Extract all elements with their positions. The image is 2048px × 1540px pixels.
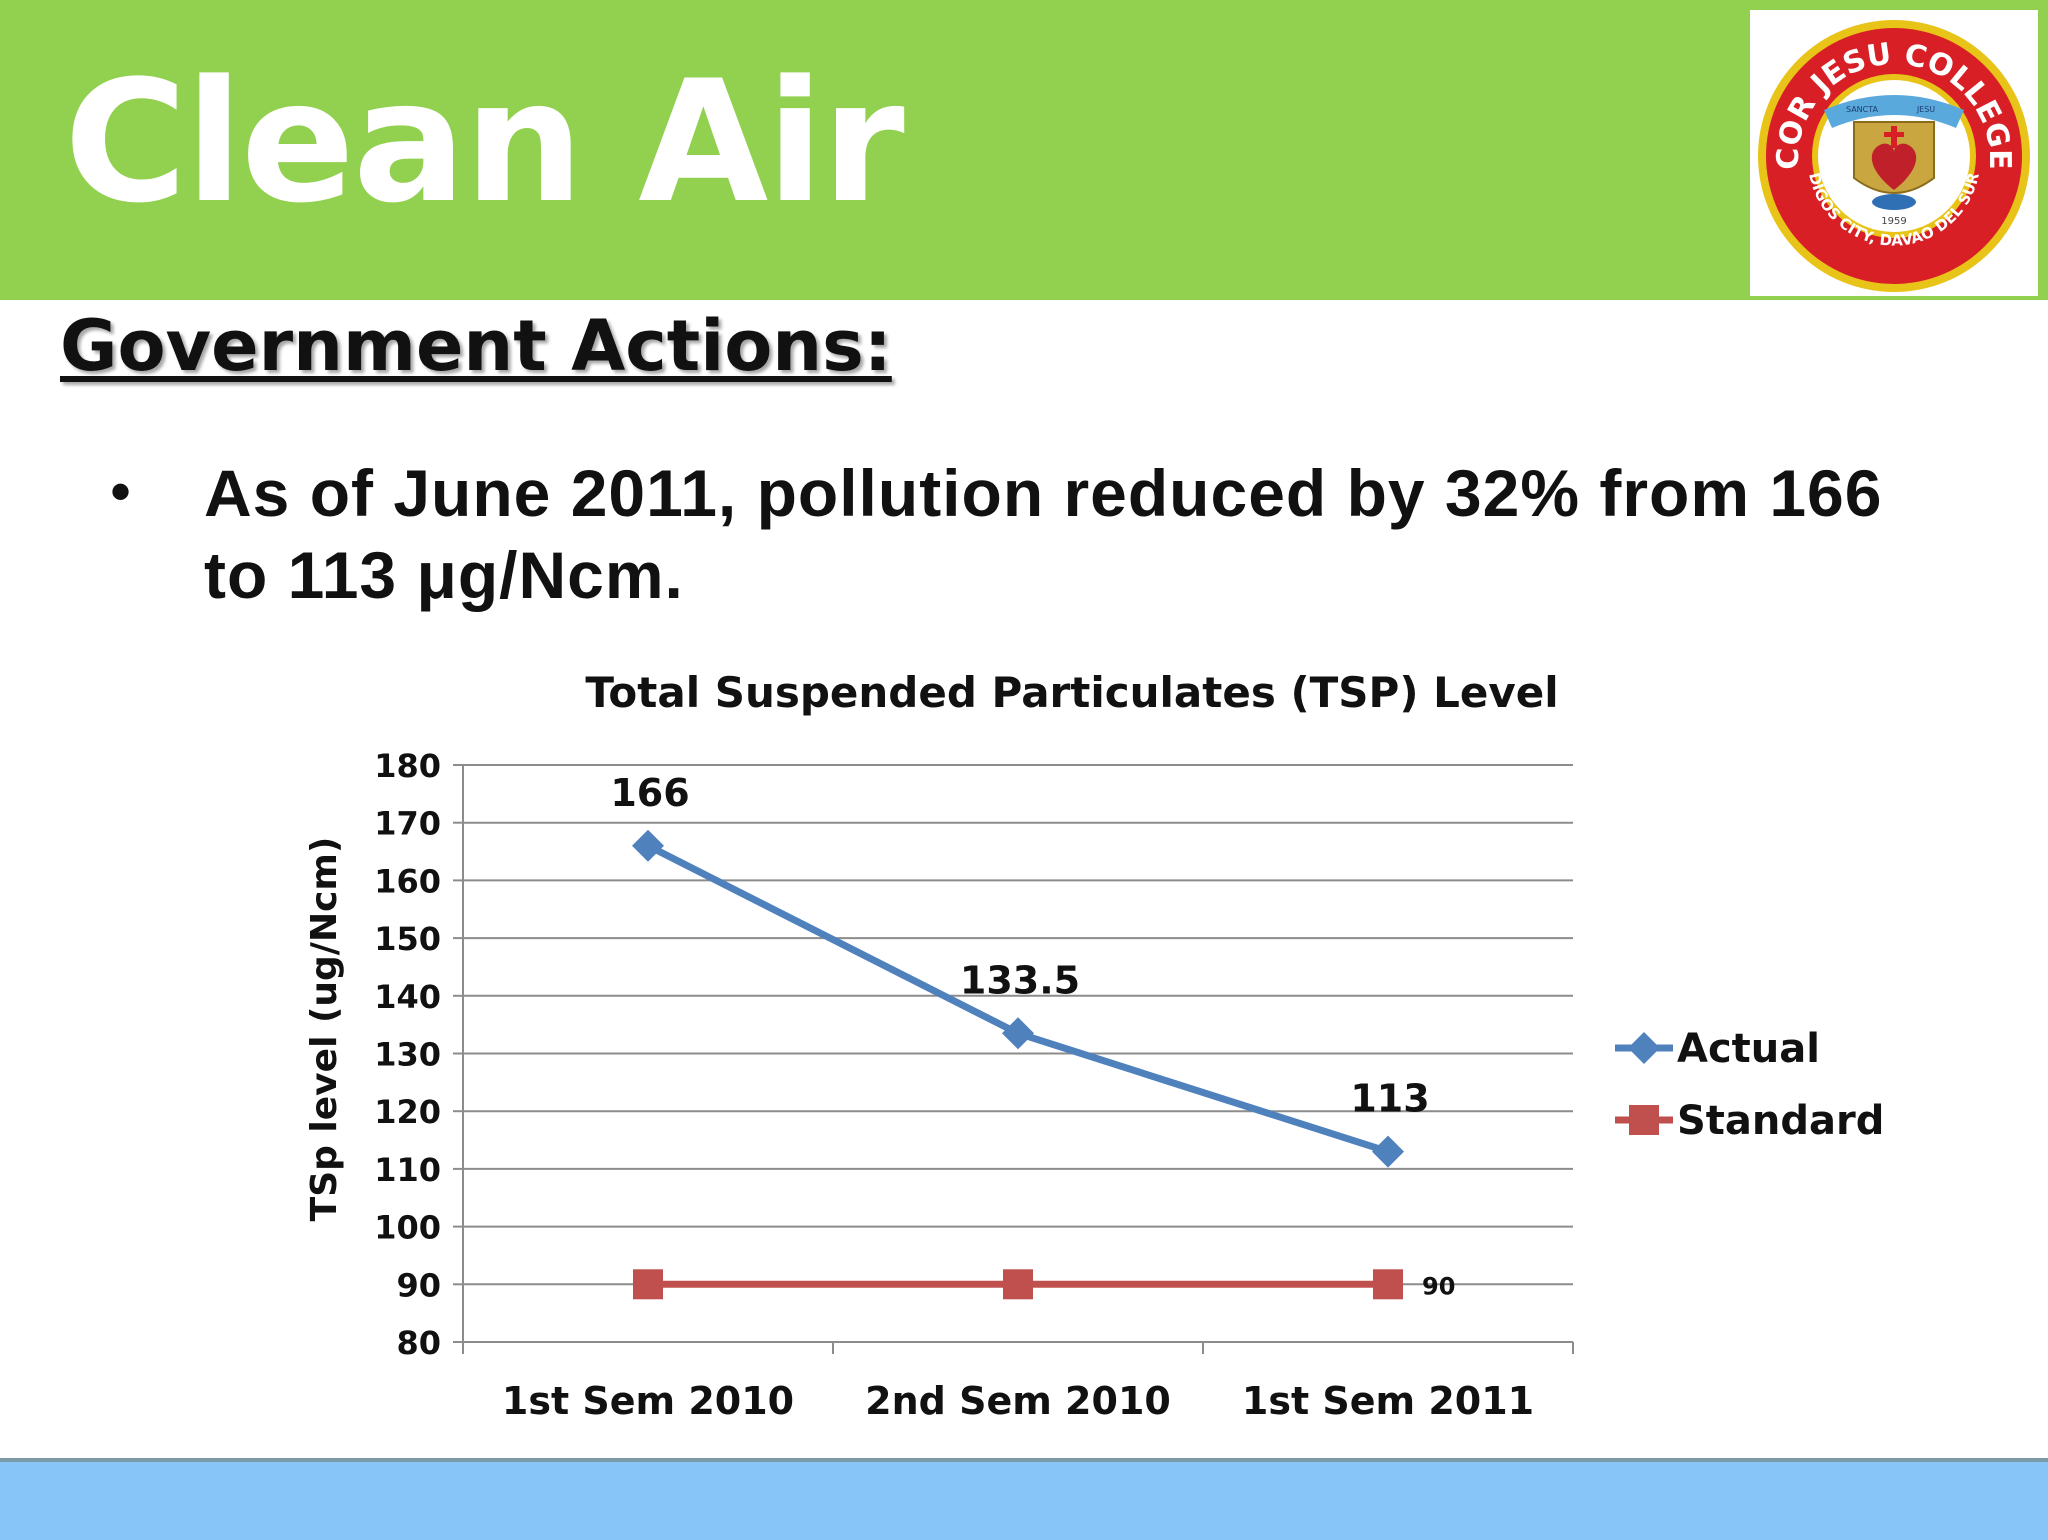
axes: 80 90 100 110 120 130 140 150 160 170 180 1st Sem 2… [374,747,1574,1423]
section-heading: Government Actions: [60,305,892,387]
legend-marker-standard [1629,1105,1659,1135]
y-tick-label: 140 [374,978,441,1016]
data-label: 113 [1350,1077,1429,1121]
y-tick-label: 100 [374,1209,441,1247]
y-tick-label: 180 [374,747,441,785]
y-tick-label: 170 [374,805,441,843]
data-point-standard [633,1269,663,1300]
y-tick-label: 160 [374,862,441,900]
legend-label-actual: Actual [1677,1026,1820,1072]
legend-marker-actual [1628,1032,1660,1064]
y-axis-label: TSp level (ug/Ncm) [304,837,345,1222]
chart-title: Total Suspended Particulates (TSP) Level [585,668,1558,717]
data-point-actual [1372,1135,1404,1168]
college-seal-icon: COR JESU COLLEGE DIGOS CITY, DAVAO DEL S… [1758,20,2030,292]
y-tick-label: 90 [396,1266,441,1304]
logo-banner-left: SANCTA [1846,105,1879,114]
y-tick-label: 80 [396,1324,441,1362]
x-tick-label: 2nd Sem 2010 [865,1379,1171,1423]
y-tick-label: 130 [374,1036,441,1074]
data-point-standard [1003,1269,1033,1300]
data-label: 133.5 [960,958,1080,1002]
y-tick-label: 120 [374,1093,441,1131]
slide-title: Clean Air [64,44,905,240]
data-point-actual [1002,1017,1034,1050]
bullet-item: • As of June 2011, pollution reduced by … [110,452,1930,616]
legend-label-standard: Standard [1677,1098,1884,1144]
data-label: 166 [610,771,689,815]
legend: Actual Standard [1615,1026,1884,1144]
data-label: 90 [1422,1272,1455,1300]
series [632,829,1404,1300]
gridlines [463,764,1573,1343]
college-logo: COR JESU COLLEGE DIGOS CITY, DAVAO DEL S… [1750,10,2038,296]
data-point-actual [632,829,664,862]
bullet-marker: • [110,458,132,525]
bullet-text: As of June 2011, pollution reduced by 32… [204,456,1883,612]
data-labels: 166 133.5 113 90 [610,771,1455,1301]
logo-banner-right: JESU [1916,105,1935,114]
y-tick-label: 150 [374,920,441,958]
x-tick-label: 1st Sem 2010 [502,1379,794,1423]
tsp-line-chart: Total Suspended Particulates (TSP) Level… [304,668,1884,1423]
data-point-standard [1373,1269,1403,1300]
title-banner: Clean Air COR JESU COLLEGE DIGOS CITY, D… [0,0,2048,300]
logo-year: 1959 [1881,216,1906,227]
tsp-chart: Total Suspended Particulates (TSP) Level… [290,655,1910,1455]
y-tick-label: 110 [374,1151,441,1189]
x-tick-label: 1st Sem 2011 [1242,1379,1534,1423]
footer-bar [0,1458,2048,1540]
